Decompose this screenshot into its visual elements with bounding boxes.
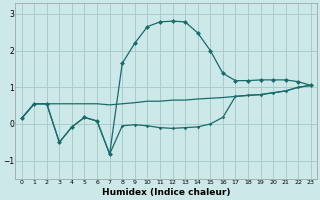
X-axis label: Humidex (Indice chaleur): Humidex (Indice chaleur) xyxy=(102,188,230,197)
